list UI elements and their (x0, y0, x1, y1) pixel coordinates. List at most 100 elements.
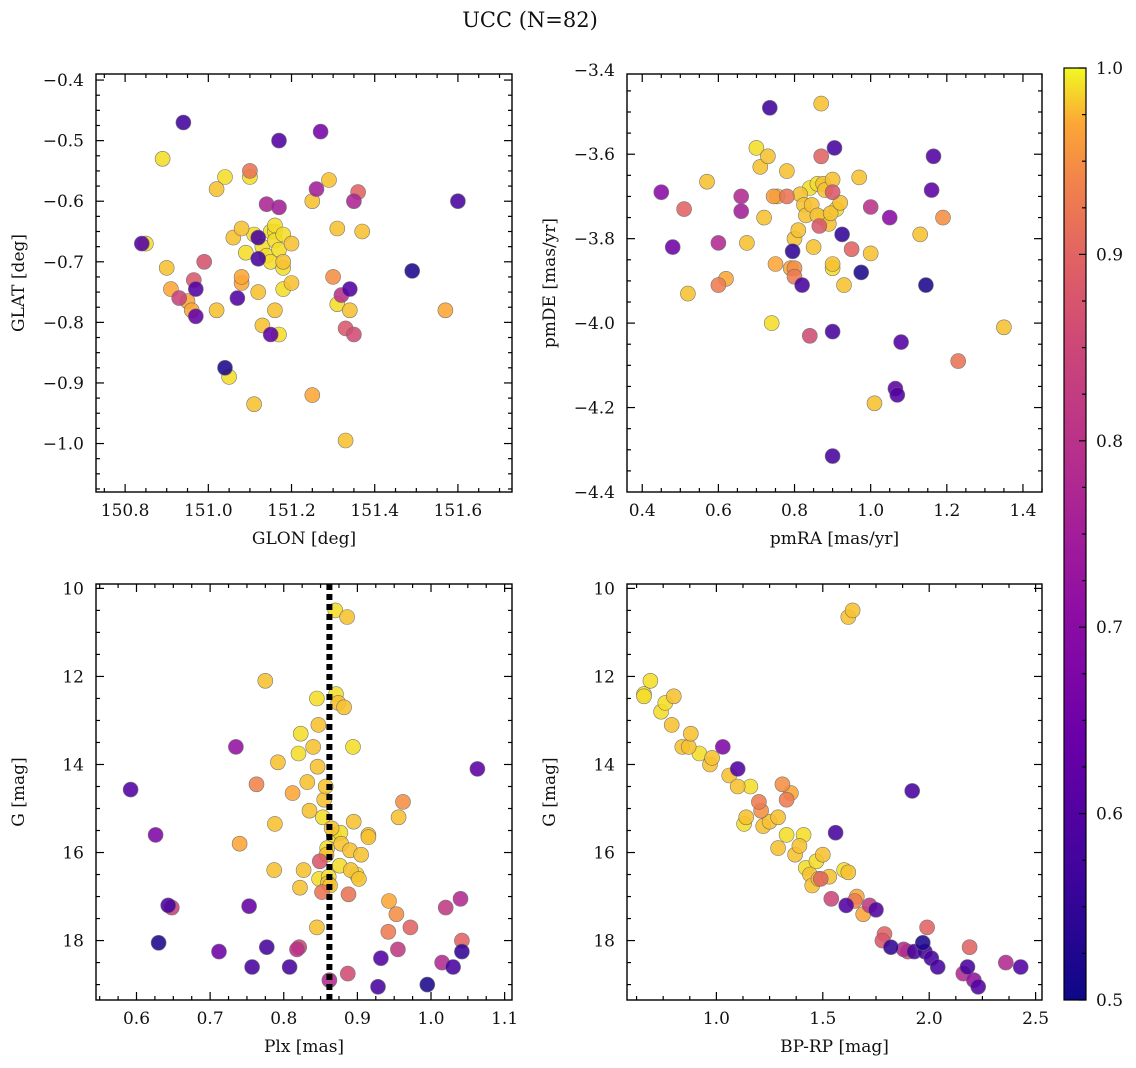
data-point (733, 203, 750, 219)
data-point (360, 829, 377, 845)
y-tick-label: −3.4 (574, 61, 615, 81)
data-point (763, 315, 780, 331)
data-point (122, 781, 139, 798)
data-point (801, 327, 818, 344)
data-point (317, 778, 334, 795)
x-tick-label: 0.8 (781, 501, 808, 521)
y-tick-label: 18 (593, 932, 615, 952)
data-point (281, 959, 298, 975)
data-point (175, 114, 192, 131)
y-tick-label: −0.4 (43, 71, 84, 91)
x-tick-label: 0.6 (123, 1009, 150, 1029)
data-point (653, 184, 670, 200)
data-point (813, 95, 830, 112)
data-point (310, 717, 327, 733)
data-point (676, 201, 692, 217)
data-point (289, 941, 305, 958)
data-point (211, 943, 227, 960)
data-point (271, 199, 287, 216)
y-tick-label: −4.4 (574, 483, 615, 503)
data-point (241, 898, 257, 915)
x-tick-label: 150.8 (101, 501, 150, 521)
data-point (790, 222, 807, 238)
x-tick-label: 151.4 (350, 501, 399, 521)
y-tick-label: −0.9 (43, 374, 84, 394)
y-tick-label: −4.0 (574, 314, 615, 334)
x-tick-label: 0.6 (705, 501, 732, 521)
y-tick-label: −0.8 (43, 313, 84, 333)
data-point (196, 253, 212, 270)
data-point (217, 359, 233, 376)
scatter-points (636, 602, 1029, 995)
scatter-points (122, 602, 486, 995)
data-point (774, 776, 791, 793)
data-point (340, 886, 357, 903)
data-point (231, 835, 248, 852)
data-point (883, 939, 899, 956)
data-point (445, 959, 461, 975)
data-point (160, 897, 176, 914)
data-point (233, 220, 250, 237)
axes-frame (626, 583, 1043, 1001)
x-tick-label: 0.9 (344, 1009, 371, 1029)
data-point (844, 602, 861, 619)
data-point (158, 260, 175, 276)
y-axis-label: GLAT [deg] (9, 234, 29, 332)
x-axis-label: Plx [mas] (264, 1037, 344, 1057)
data-point (233, 269, 250, 285)
x-tick-label: 151.6 (434, 501, 483, 521)
data-point (834, 226, 850, 243)
data-point (336, 699, 352, 716)
x-tick-label: 0.7 (197, 1009, 224, 1029)
data-point (295, 862, 312, 878)
data-point (228, 739, 244, 755)
data-point (866, 395, 883, 412)
data-point (257, 672, 274, 689)
data-point (250, 250, 267, 267)
data-point (791, 838, 808, 854)
data-point (250, 229, 267, 246)
data-point (959, 959, 976, 975)
data-point (454, 943, 470, 960)
data-point (853, 264, 870, 281)
data-point (636, 688, 652, 705)
colorbar-tick-label: 0.6 (1096, 805, 1123, 825)
data-point (390, 941, 406, 958)
x-tick-label: 151.2 (267, 501, 316, 521)
data-point (824, 323, 841, 340)
data-point (950, 353, 967, 369)
data-point (770, 809, 786, 826)
data-point (452, 890, 469, 907)
data-point (450, 193, 466, 209)
data-point (824, 184, 841, 200)
data-point (246, 396, 262, 413)
data-point (778, 791, 795, 808)
y-tick-label: 14 (62, 755, 84, 775)
y-tick-label: −0.5 (43, 132, 84, 152)
data-point (217, 169, 233, 185)
data-point (275, 253, 292, 270)
data-point (381, 893, 397, 909)
axes-frame (95, 583, 513, 1001)
data-point (832, 195, 849, 211)
data-point (893, 334, 909, 350)
x-axis-label: pmRA [mas/yr] (770, 529, 899, 549)
scatter-points (134, 114, 466, 449)
data-point (760, 148, 776, 165)
data-point (345, 813, 362, 830)
y-tick-label: −0.6 (43, 192, 84, 212)
data-point (714, 739, 731, 755)
data-point (267, 816, 283, 832)
data-point (469, 761, 486, 777)
data-point (188, 281, 204, 297)
data-point (733, 188, 750, 205)
y-tick-label: 18 (62, 932, 84, 952)
data-point (699, 173, 715, 190)
data-point (208, 181, 225, 197)
data-point (147, 827, 164, 843)
data-point (208, 302, 225, 319)
data-point (370, 978, 386, 995)
data-point (770, 840, 786, 856)
data-point (704, 750, 720, 766)
